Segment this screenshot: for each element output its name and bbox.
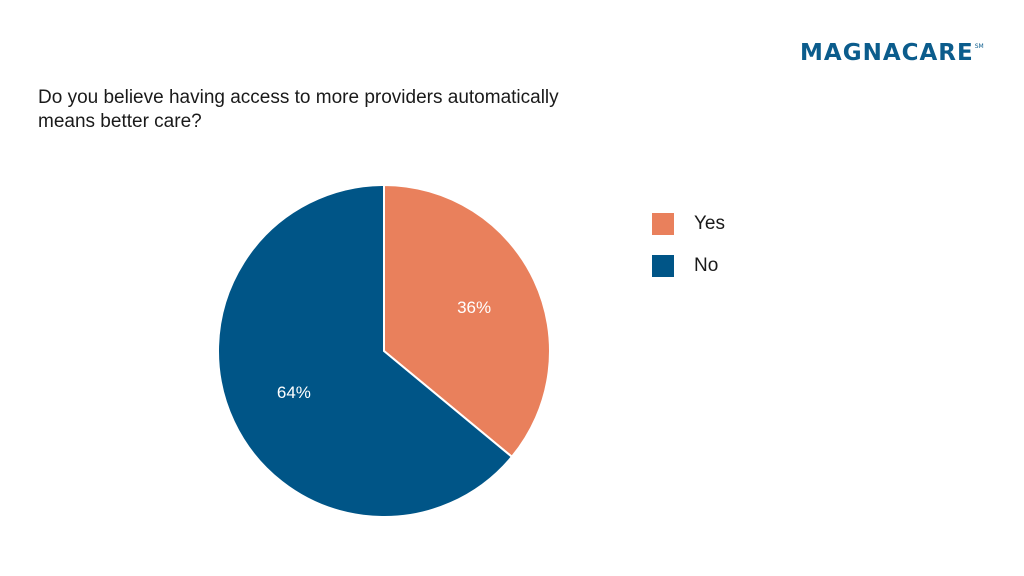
logo-text: MAGNACARE [800,40,974,66]
legend-swatch-no [652,255,674,277]
magnacare-logo: MAGNACARESM [800,40,984,66]
slice-label-no: 64% [277,383,311,402]
legend-swatch-yes [652,213,674,235]
chart-legend: Yes No [652,212,725,296]
pie-slice-yes [383,183,551,459]
legend-label-no: No [694,255,719,276]
pie-slice-no [217,183,514,518]
legend-label-yes: Yes [694,213,725,234]
chart-title: Do you believe having access to more pro… [38,87,559,132]
legend-item-yes: Yes [652,212,725,236]
legend-item-no: No [652,254,725,278]
service-mark: SM [974,43,984,50]
slice-label-yes: 36% [457,298,491,317]
